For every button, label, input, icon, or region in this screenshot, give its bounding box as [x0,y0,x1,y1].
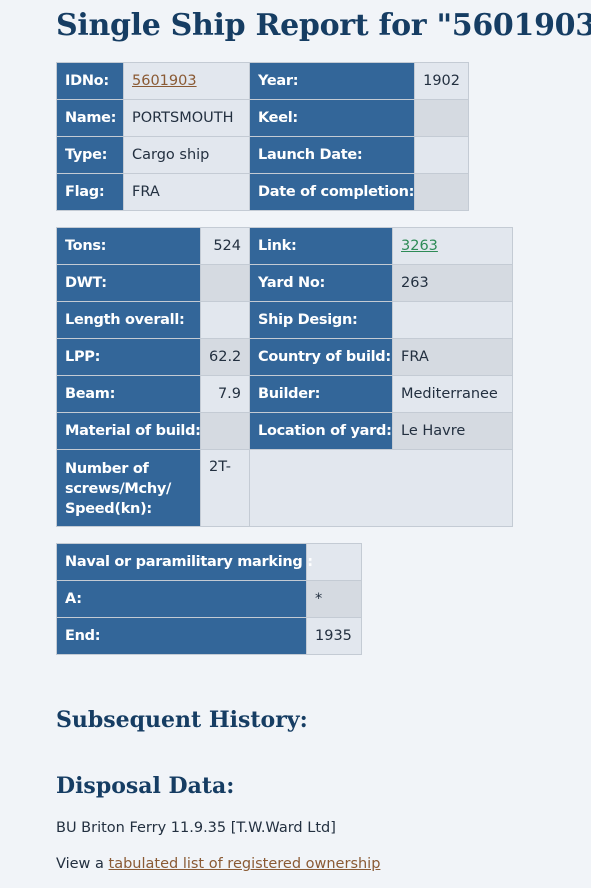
beam-label: Beam: [56,375,201,413]
ownership-list-link[interactable]: tabulated list of registered ownership [108,856,381,872]
page-title: Single Ship Report for "5601903" [56,8,591,43]
screws-label-line-1: Number of [65,461,149,477]
a-value: * [306,580,362,618]
name-value: PORTSMOUTH [123,99,250,137]
keel-label: Keel: [249,99,415,137]
year-label: Year: [249,62,415,100]
flag-label: Flag: [56,173,124,211]
type-value: Cargo ship [123,136,250,174]
dwt-value [200,264,250,302]
builder-value: Mediterranee [392,375,513,413]
disposal-data-heading: Disposal Data: [56,773,235,799]
launch-date-value [414,136,469,174]
screws-mchy-speed-label: Number of screws/Mchy/ Speed(kn): [56,449,201,527]
screws-label-line-3: Speed(kn): [65,501,152,517]
dwt-label: DWT: [56,264,201,302]
tons-value: 524 [200,227,250,265]
empty-cell [249,449,513,527]
naval-marking-label: Naval or paramilitary marking : [56,543,313,581]
idno-link[interactable]: 5601903 [132,73,197,89]
beam-value: 7.9 [200,375,250,413]
ship-design-label: Ship Design: [249,301,393,339]
country-of-build-value: FRA [392,338,513,376]
a-label: A: [56,580,307,618]
keel-value [414,99,469,137]
type-label: Type: [56,136,124,174]
length-overall-value [200,301,250,339]
idno-label: IDNo: [56,62,124,100]
completion-date-value [414,173,469,211]
end-label: End: [56,617,307,655]
year-value: 1902 [414,62,469,100]
ship-design-value [392,301,513,339]
yard-no-label: Yard No: [249,264,393,302]
yard-no-value: 263 [392,264,513,302]
screws-label-line-2: screws/Mchy/ [65,481,172,497]
screws-mchy-speed-value: 2T- [200,449,250,527]
tons-label: Tons: [56,227,201,265]
flag-value: FRA [123,173,250,211]
lpp-value: 62.2 [200,338,250,376]
link-value-link[interactable]: 3263 [401,238,438,254]
location-of-yard-value: Le Havre [392,412,513,450]
ownership-paragraph: View a tabulated list of registered owne… [56,856,380,872]
completion-date-label: Date of completion: [249,173,415,211]
launch-date-label: Launch Date: [249,136,415,174]
material-of-build-value [200,412,250,450]
naval-marking-value [306,543,362,581]
ownership-prefix: View a [56,856,109,872]
end-value: 1935 [306,617,362,655]
location-of-yard-label: Location of yard: [249,412,393,450]
ship-specs-table: Tons: 524 Link: 3263 DWT: Yard No: 263 L… [56,227,513,527]
name-label: Name: [56,99,124,137]
ship-identity-table: IDNo: 5601903 Year: 1902 Name: PORTSMOUT… [56,62,469,211]
builder-label: Builder: [249,375,393,413]
naval-marking-table: Naval or paramilitary marking : A: * End… [56,543,362,655]
link-label: Link: [249,227,393,265]
lpp-label: LPP: [56,338,201,376]
disposal-text: BU Briton Ferry 11.9.35 [T.W.Ward Ltd] [56,820,336,836]
subsequent-history-heading: Subsequent History: [56,707,308,733]
material-of-build-label: Material of build: [56,412,201,450]
length-overall-label: Length overall: [56,301,201,339]
country-of-build-label: Country of build: [249,338,393,376]
